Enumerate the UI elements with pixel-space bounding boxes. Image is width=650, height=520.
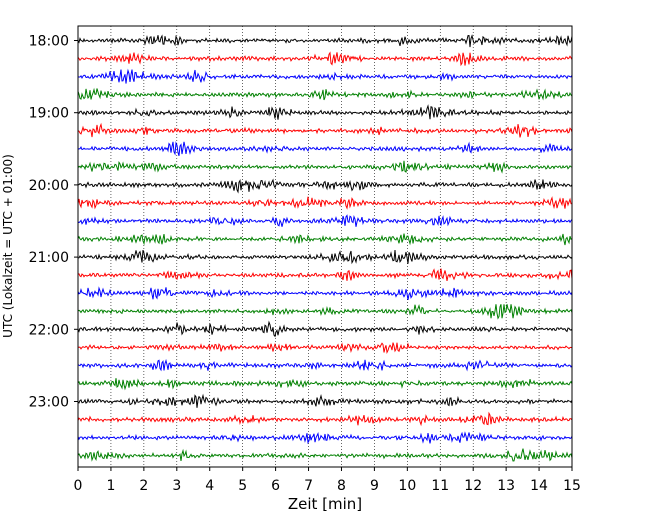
seismic-trace	[77, 431, 573, 445]
seismic-trace	[77, 268, 573, 281]
x-tick-label: 0	[74, 478, 83, 494]
x-tick-label: 4	[205, 478, 214, 494]
seismic-trace	[77, 320, 573, 338]
x-tick-label: 2	[139, 478, 148, 494]
seismic-traces	[77, 34, 573, 462]
y-tick-label: 21:00	[29, 250, 69, 266]
seismic-trace	[77, 411, 573, 427]
x-axis-label: Zeit [min]	[288, 495, 362, 513]
y-axis-label: UTC (Lokalzeit = UTC + 01:00)	[1, 154, 15, 338]
seismic-trace	[77, 51, 573, 67]
x-tick-label: 11	[431, 478, 449, 494]
x-tick-label: 12	[464, 478, 482, 494]
seismic-trace	[77, 358, 573, 372]
plot-frame	[77, 25, 573, 468]
x-tick-label: 1	[106, 478, 115, 494]
seismic-trace	[77, 286, 573, 300]
x-tick-label: 7	[304, 478, 313, 494]
seismic-trace	[77, 68, 573, 84]
seismic-trace	[77, 249, 573, 265]
seismic-trace	[77, 122, 573, 138]
x-tick-label: 6	[271, 478, 280, 494]
seismic-trace	[77, 448, 573, 462]
seismic-trace	[77, 141, 573, 156]
seismic-trace	[77, 104, 573, 120]
seismic-trace	[77, 34, 573, 48]
y-tick-label: 20:00	[29, 178, 69, 194]
y-tick-label: 19:00	[29, 106, 69, 122]
seismic-trace	[77, 160, 573, 174]
x-axis-ticks: 0 1 2 3 4 5 6 7 8 9 10 11 12 13 14 15	[74, 467, 581, 494]
seismic-trace	[77, 342, 573, 355]
seismic-trace	[77, 196, 573, 210]
x-tick-label: 9	[370, 478, 379, 494]
x-tick-label: 5	[238, 478, 247, 494]
seismic-trace	[77, 378, 573, 391]
y-tick-label: 23:00	[29, 395, 69, 411]
seismic-trace	[77, 178, 573, 194]
seismic-trace	[77, 393, 573, 408]
seismic-trace	[77, 304, 573, 320]
seismic-trace	[77, 233, 573, 246]
x-tick-label: 14	[530, 478, 548, 494]
seismic-trace	[77, 87, 573, 101]
x-tick-label: 15	[563, 478, 581, 494]
y-tick-label: 18:00	[29, 34, 69, 50]
x-tick-label: 10	[398, 478, 416, 494]
x-tick-label: 13	[497, 478, 515, 494]
x-tick-label: 8	[337, 478, 346, 494]
y-tick-label: 22:00	[29, 322, 69, 338]
y-axis-ticks: 18:00 19:00 20:00 21:00 22:00 23:00	[29, 34, 78, 411]
seismic-trace	[77, 214, 573, 227]
x-tick-label: 3	[172, 478, 181, 494]
